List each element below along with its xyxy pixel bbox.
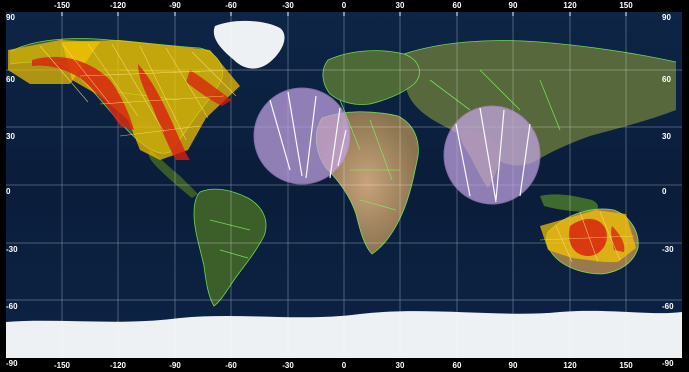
lat-label-right: -90 xyxy=(662,359,674,368)
lon-label-bottom: -60 xyxy=(225,361,237,370)
lon-label-bottom: 30 xyxy=(395,361,405,370)
swath-australia xyxy=(539,210,636,263)
lon-label-bottom: 150 xyxy=(619,361,633,370)
lon-label-bottom: -90 xyxy=(169,361,181,370)
lon-label-top: 0 xyxy=(341,1,347,10)
lat-label-right: 30 xyxy=(662,132,671,141)
europe-land xyxy=(322,50,420,105)
lat-label-right: 0 xyxy=(662,187,667,196)
lat-label-left: -30 xyxy=(6,245,18,254)
lat-label-right: 90 xyxy=(662,13,671,22)
lon-label-bottom: -30 xyxy=(282,361,294,370)
lon-label-bottom: -120 xyxy=(109,361,127,370)
lat-label-right: -30 xyxy=(662,245,674,254)
lat-label-right: 60 xyxy=(662,75,671,84)
swath-north-america xyxy=(8,40,240,160)
lat-label-left: 30 xyxy=(6,132,15,141)
greenland-ice xyxy=(213,20,285,69)
lon-label-top: -60 xyxy=(225,1,237,10)
indonesia-land xyxy=(540,194,598,212)
coverage-circle-india xyxy=(443,105,541,205)
lat-label-left: 90 xyxy=(6,13,15,22)
lon-label-top: -120 xyxy=(109,1,127,10)
coverage-circle-atlantic xyxy=(253,87,351,185)
south-america-land xyxy=(194,189,267,306)
lon-label-top: 90 xyxy=(508,1,518,10)
edge-ticks xyxy=(61,12,627,16)
lon-label-bottom: 90 xyxy=(508,361,518,370)
lon-label-top: 30 xyxy=(395,1,405,10)
lon-label-bottom: 120 xyxy=(563,361,577,370)
lat-label-left: 0 xyxy=(6,187,11,196)
lat-label-left: 60 xyxy=(6,75,15,84)
lon-label-top: -30 xyxy=(282,1,294,10)
lon-label-top: 150 xyxy=(619,1,633,10)
lon-label-top: -150 xyxy=(53,1,71,10)
lon-label-bottom: 0 xyxy=(341,361,347,370)
lon-label-top: 60 xyxy=(452,1,462,10)
lat-label-left: -60 xyxy=(6,302,18,311)
central-america-land xyxy=(148,150,198,198)
lon-label-top: 120 xyxy=(563,1,577,10)
lon-label-bottom: 60 xyxy=(452,361,462,370)
lon-label-bottom: -150 xyxy=(53,361,71,370)
lat-label-right: -60 xyxy=(662,302,674,311)
lon-label-top: -90 xyxy=(169,1,181,10)
lat-label-left: -90 xyxy=(6,359,18,368)
